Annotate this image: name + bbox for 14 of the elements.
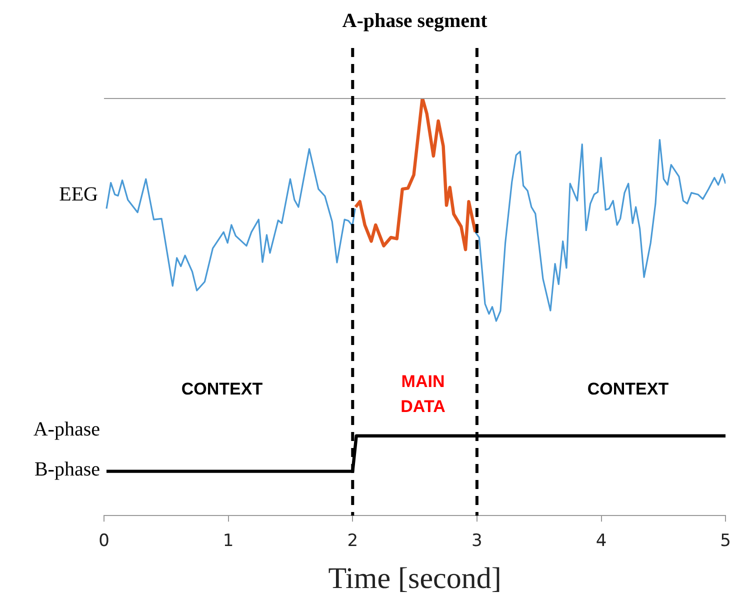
text: A-phase <box>33 418 100 440</box>
x-axis-title: Time [second] <box>328 562 502 595</box>
x-tick-label: 5 <box>720 531 732 552</box>
chart-title: A-phase segment <box>342 10 488 32</box>
annotation: MAIN DATA <box>400 372 446 416</box>
x-tick-label: 1 <box>222 531 234 552</box>
text: EEG <box>59 183 98 206</box>
x-tick-label: 4 <box>596 531 607 552</box>
x-tick-label: 2 <box>347 531 358 552</box>
annotation: CONTEXT <box>181 380 264 399</box>
text: B-phase <box>34 458 100 480</box>
x-tick-label: 0 <box>98 531 110 552</box>
x-tick-label: 3 <box>472 531 482 552</box>
annotation: CONTEXT <box>587 380 670 399</box>
